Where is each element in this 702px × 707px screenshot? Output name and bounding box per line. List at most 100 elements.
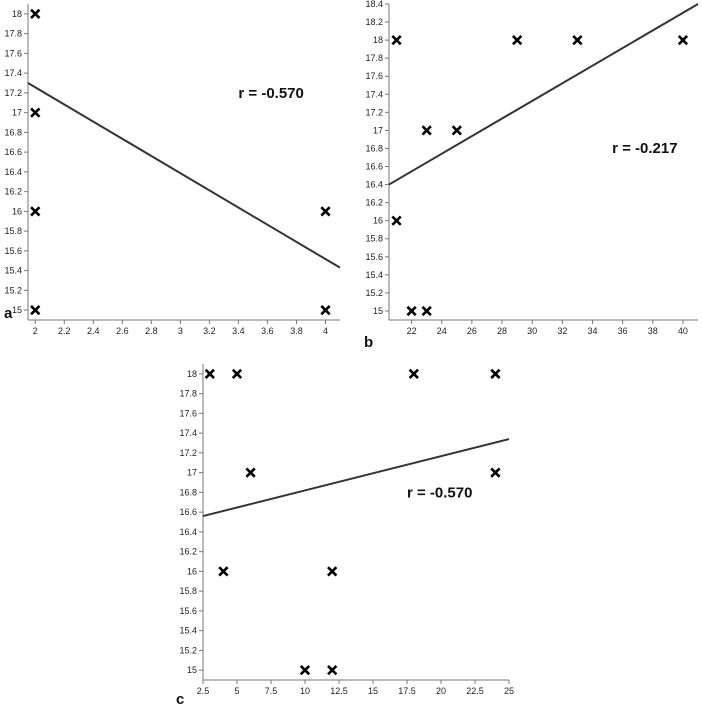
x-tick-label: 20 bbox=[436, 686, 446, 696]
x-tick-label: 4 bbox=[323, 326, 328, 336]
y-tick-label: 15.4 bbox=[365, 270, 383, 280]
x-tick-label: 3.8 bbox=[290, 326, 303, 336]
correlation-annotation: r = -0.217 bbox=[612, 140, 677, 157]
data-point bbox=[572, 34, 583, 46]
y-tick-label: 16.8 bbox=[4, 127, 22, 137]
x-tick-label: 5 bbox=[234, 686, 239, 696]
y-tick-label: 16.8 bbox=[179, 487, 197, 497]
panel-a: 15 15.2 15.4 15.6 15.8 16 16.2 16.4 16.6 16.8 17 17… bbox=[4, 4, 341, 336]
x-tick-label: 30 bbox=[527, 326, 537, 336]
x-tick-label: 2.5 bbox=[197, 686, 210, 696]
data-point bbox=[30, 107, 41, 118]
regression-line bbox=[27, 82, 341, 269]
data-point bbox=[299, 665, 311, 676]
data-point bbox=[231, 368, 243, 379]
y-tick-label: 18 bbox=[187, 369, 197, 379]
y-tick-label: 15.4 bbox=[179, 626, 197, 636]
y-tick-label: 18 bbox=[373, 35, 383, 45]
y-tick-label: 16.4 bbox=[179, 527, 197, 537]
x-tick-label: 7.5 bbox=[265, 686, 278, 696]
x-tick-label: 34 bbox=[587, 326, 597, 336]
y-tick-label: 15 bbox=[187, 665, 197, 675]
y-tick-label: 16.2 bbox=[179, 547, 197, 557]
y-tick-label: 17.6 bbox=[4, 48, 22, 58]
x-tick-label: 3.6 bbox=[261, 326, 274, 336]
data-point bbox=[30, 8, 41, 19]
data-point bbox=[327, 566, 338, 577]
data-point bbox=[512, 34, 523, 46]
x-tick-label: 2.2 bbox=[58, 326, 71, 336]
y-tick-label: 15.2 bbox=[365, 288, 383, 298]
x-tick-label: 40 bbox=[678, 326, 688, 336]
data-point bbox=[30, 206, 41, 217]
panel-c: 15 15.2 15.4 15.6 15.8 16 16.2 16.4 16.6 16.8 17 17… bbox=[176, 364, 514, 707]
y-tick-label: 17.8 bbox=[179, 389, 197, 399]
y-tick-label: 16 bbox=[373, 216, 383, 226]
y-tick-label: 16 bbox=[187, 566, 197, 576]
x-tick-label: 22.5 bbox=[466, 686, 484, 696]
y-tick-label: 17.8 bbox=[4, 29, 22, 39]
panel-label: a bbox=[4, 305, 13, 322]
y-tick-label: 15.6 bbox=[365, 252, 383, 262]
x-tick-label: 3 bbox=[178, 326, 183, 336]
y-tick-label: 15.4 bbox=[4, 266, 22, 276]
y-tick-label: 17 bbox=[373, 125, 383, 135]
data-point bbox=[218, 566, 229, 577]
y-tick-label: 17 bbox=[12, 108, 22, 118]
x-tick-label: 2.6 bbox=[116, 326, 129, 336]
x-tick-label: 26 bbox=[467, 326, 477, 336]
x-tick-label: 17.5 bbox=[398, 686, 416, 696]
y-tick-label: 18 bbox=[12, 9, 22, 19]
y-tick-label: 16.8 bbox=[365, 143, 383, 153]
correlation-annotation: r = -0.570 bbox=[407, 484, 472, 501]
data-point bbox=[677, 34, 689, 46]
y-tick-label: 16.4 bbox=[4, 167, 22, 177]
data-point bbox=[204, 368, 215, 379]
y-tick-label: 15.6 bbox=[179, 606, 197, 616]
data-point bbox=[327, 665, 338, 676]
y-tick-label: 16.2 bbox=[365, 198, 383, 208]
data-point bbox=[451, 125, 462, 136]
y-tick-label: 17.2 bbox=[365, 107, 383, 117]
data-point bbox=[391, 34, 402, 46]
data-point bbox=[320, 206, 331, 217]
y-tick-label: 15.8 bbox=[365, 234, 383, 244]
data-point bbox=[490, 368, 501, 379]
y-tick-label: 16.6 bbox=[4, 147, 22, 157]
y-tick-label: 16 bbox=[12, 206, 22, 216]
x-tick-label: 24 bbox=[437, 326, 447, 336]
x-tick-label: 3.4 bbox=[232, 326, 245, 336]
data-point bbox=[391, 215, 402, 226]
y-tick-label: 17.4 bbox=[179, 428, 197, 438]
y-tick-label: 17.8 bbox=[365, 53, 383, 63]
y-tick-label: 15.6 bbox=[4, 246, 22, 256]
y-tick-label: 15.2 bbox=[179, 645, 197, 655]
y-tick-label: 18.4 bbox=[365, 0, 383, 9]
y-tick-label: 16.4 bbox=[365, 180, 383, 190]
y-tick-label: 17.2 bbox=[179, 448, 197, 458]
y-tick-label: 17.6 bbox=[365, 71, 383, 81]
y-tick-label: 16.6 bbox=[179, 507, 197, 517]
x-tick-label: 2.4 bbox=[87, 326, 100, 336]
y-tick-label: 16.6 bbox=[365, 162, 383, 172]
x-tick-label: 3.2 bbox=[203, 326, 216, 336]
data-point bbox=[30, 305, 41, 316]
x-tick-label: 15 bbox=[368, 686, 378, 696]
y-tick-label: 17.4 bbox=[4, 68, 22, 78]
y-tick-label: 15.8 bbox=[179, 586, 197, 596]
x-tick-label: 22 bbox=[407, 326, 417, 336]
data-point bbox=[421, 125, 432, 136]
x-tick-label: 2 bbox=[33, 326, 38, 336]
data-point bbox=[245, 467, 256, 478]
y-tick-label: 17.6 bbox=[179, 408, 197, 418]
x-tick-label: 36 bbox=[618, 326, 628, 336]
panel-label: c bbox=[176, 691, 184, 707]
y-tick-label: 15 bbox=[373, 306, 383, 316]
x-tick-label: 28 bbox=[497, 326, 507, 336]
regression-line bbox=[202, 438, 510, 518]
panel-b: 15 15.2 15.4 15.6 15.8 16 16.2 16.4 16.6 16.8 17 17… bbox=[364, 0, 699, 351]
y-tick-label: 15.2 bbox=[4, 285, 22, 295]
x-tick-label: 12.5 bbox=[330, 686, 348, 696]
panel-label: b bbox=[364, 334, 373, 351]
